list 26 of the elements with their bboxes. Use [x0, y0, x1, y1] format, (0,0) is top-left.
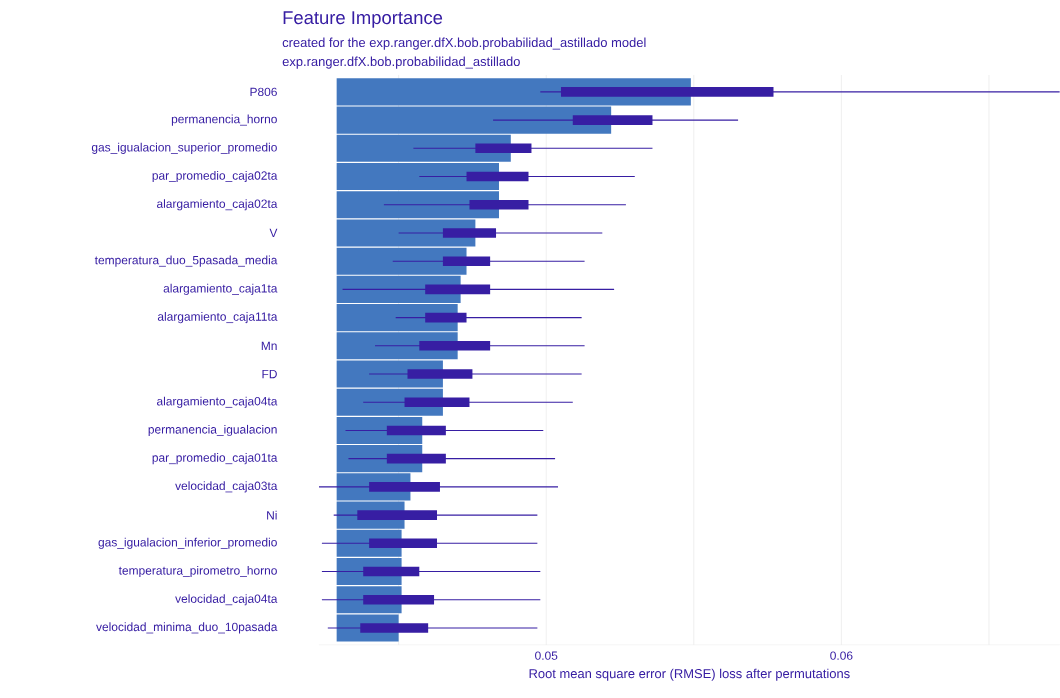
y-tick-label: velocidad_caja03ta: [175, 481, 278, 493]
y-tick-label: par_promedio_caja02ta: [152, 171, 278, 183]
x-tick-label: 0.06: [830, 651, 853, 660]
y-tick-label: alargamiento_caja11ta: [157, 312, 278, 324]
y-tick-label: alargamiento_caja04ta: [156, 396, 278, 408]
chart-subtitle: created for the exp.ranger.dfX.bob.probabilidad_astillado model: [282, 37, 646, 50]
y-tick-label: FD: [262, 370, 277, 379]
y-tick-label: P806: [250, 87, 277, 97]
text: exp.ranger.dfX.bob.probabilidad_astillado: [282, 56, 520, 69]
y-tick-label: gas_igualacion_superior_promedio: [91, 142, 277, 154]
x-axis-title: Root mean square error (RMSE) loss after permutations: [529, 668, 850, 681]
y-tick-label: velocidad_caja04ta: [175, 594, 278, 606]
y-tick-label: temperatura_duo_5pasada_media: [94, 255, 278, 267]
x-tick-label: 0.05: [535, 651, 558, 660]
y-tick-label: Ni: [267, 510, 277, 520]
chart-title: Feature Importance: [283, 11, 443, 28]
y-tick-label: par_promedio_caja01ta: [152, 453, 278, 465]
y-tick-label: temperatura_pirometro_horno: [118, 566, 277, 578]
y-tick-label: alargamiento_caja02ta: [156, 199, 278, 211]
y-tick-label: permanencia_igualacion: [148, 424, 277, 437]
y-tick-label: V: [269, 228, 278, 238]
y-tick-label: gas_igualacion_inferior_promedio: [98, 537, 277, 549]
y-tick-label: velocidad_minima_duo_10pasada: [96, 622, 278, 634]
y-tick-label: alargamiento_caja1ta: [163, 283, 278, 296]
y-tick-label: Mn: [261, 341, 277, 350]
y-tick-label: permanencia_horno: [171, 114, 277, 126]
